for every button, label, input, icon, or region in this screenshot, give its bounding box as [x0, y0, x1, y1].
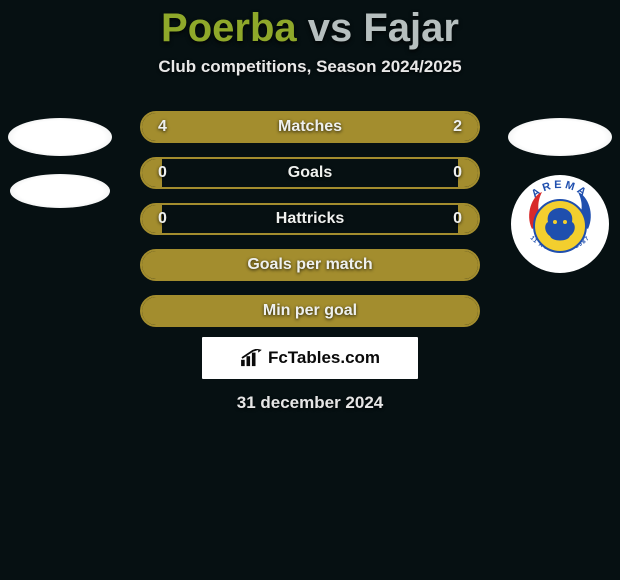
- right-player-avatars: AREMA 11 AGUSTUS 1987: [508, 118, 612, 274]
- stat-value-right: 0: [453, 210, 462, 228]
- stat-label: Goals: [288, 164, 332, 182]
- stat-label: Min per goal: [263, 302, 357, 320]
- subtitle: Club competitions, Season 2024/2025: [0, 57, 620, 77]
- stat-value-left: 0: [158, 210, 167, 228]
- player-right-name: Fajar: [363, 6, 459, 50]
- stat-row: Goals per match: [140, 249, 480, 281]
- stat-label: Hattricks: [276, 210, 344, 228]
- player-left-name: Poerba: [161, 6, 297, 50]
- snapshot-date: 31 december 2024: [0, 393, 620, 413]
- stat-value-right: 0: [453, 164, 462, 182]
- stat-row: 4 2 Matches: [140, 111, 480, 143]
- fctables-badge[interactable]: FcTables.com: [202, 337, 418, 379]
- fctables-badge-text: FcTables.com: [268, 348, 380, 368]
- vs-separator: vs: [308, 6, 353, 50]
- stat-value-left: 4: [158, 118, 167, 136]
- stat-value-right: 2: [453, 118, 462, 136]
- stat-row: Min per goal: [140, 295, 480, 327]
- player-avatar-placeholder: [508, 118, 612, 156]
- stat-label: Matches: [278, 118, 342, 136]
- comparison-title: Poerba vs Fajar: [0, 0, 620, 51]
- player-avatar-placeholder: [10, 174, 110, 208]
- stat-row: 0 0 Hattricks: [140, 203, 480, 235]
- stat-row: 0 0 Goals: [140, 157, 480, 189]
- stat-label: Goals per match: [247, 256, 372, 274]
- arema-club-logo: AREMA 11 AGUSTUS 1987: [510, 174, 610, 274]
- player-avatar-placeholder: [8, 118, 112, 156]
- left-player-avatars: [8, 118, 112, 208]
- bar-chart-icon: [240, 349, 262, 367]
- stat-value-left: 0: [158, 164, 167, 182]
